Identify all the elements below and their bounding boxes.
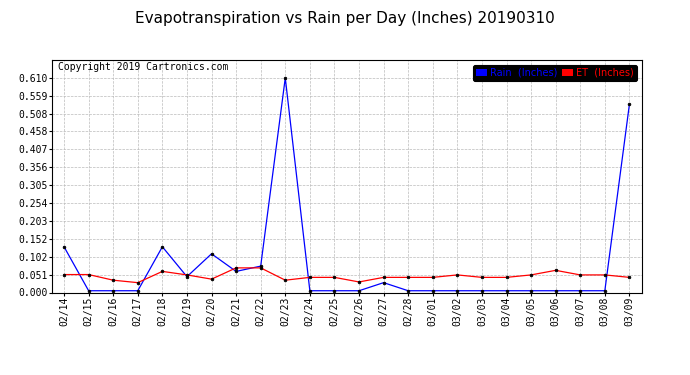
Legend: Rain  (Inches), ET  (Inches): Rain (Inches), ET (Inches) — [473, 65, 637, 81]
Text: Copyright 2019 Cartronics.com: Copyright 2019 Cartronics.com — [58, 62, 228, 72]
Text: Evapotranspiration vs Rain per Day (Inches) 20190310: Evapotranspiration vs Rain per Day (Inch… — [135, 11, 555, 26]
